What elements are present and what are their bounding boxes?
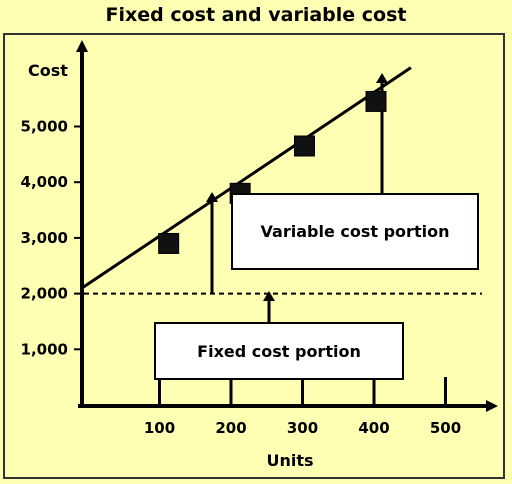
chart-title: Fixed cost and variable cost — [105, 4, 407, 26]
x-axis-arrow — [486, 400, 498, 412]
x-tick-label: 300 — [287, 419, 318, 437]
fixed-arrow-head — [263, 291, 275, 301]
x-axis-label: Units — [266, 451, 313, 470]
total-cost-line — [81, 66, 412, 290]
y-tick-label: 2,000 — [21, 285, 68, 303]
variable-cost-label: Variable cost portion — [231, 193, 479, 270]
data-point — [158, 232, 180, 254]
data-point — [365, 90, 387, 112]
y-tick-label: 5,000 — [21, 118, 68, 136]
x-tick-label: 100 — [144, 419, 175, 437]
y-axis-label: Cost — [28, 61, 68, 80]
y-tick-label: 4,000 — [21, 173, 68, 191]
x-tick-label: 500 — [430, 419, 461, 437]
x-tick-label: 200 — [215, 419, 246, 437]
chart-frame — [3, 33, 505, 479]
variable-arrow-right-head — [376, 73, 388, 83]
y-axis-arrow — [76, 40, 88, 52]
variable-arrow-left-head — [206, 192, 218, 202]
x-tick-label: 400 — [358, 419, 389, 437]
y-tick-label: 3,000 — [21, 229, 68, 247]
data-point — [294, 135, 315, 157]
fixed-cost-label: Fixed cost portion — [154, 322, 404, 380]
y-tick-label: 1,000 — [21, 340, 68, 358]
